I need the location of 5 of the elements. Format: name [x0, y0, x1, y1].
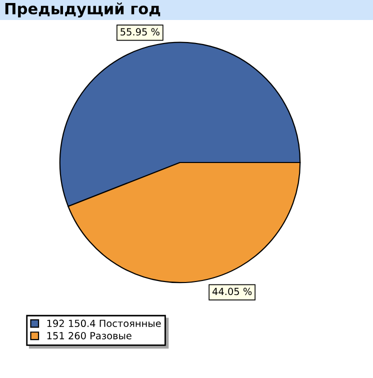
- data-label: 55.95 %: [120, 28, 160, 36]
- chart-title: Предыдущий год: [5, 2, 160, 18]
- data-label: 44.05 %: [212, 288, 252, 296]
- legend-label: 192 150.4 Постоянные: [47, 320, 161, 328]
- legend-label: 151 260 Разовые: [47, 332, 132, 340]
